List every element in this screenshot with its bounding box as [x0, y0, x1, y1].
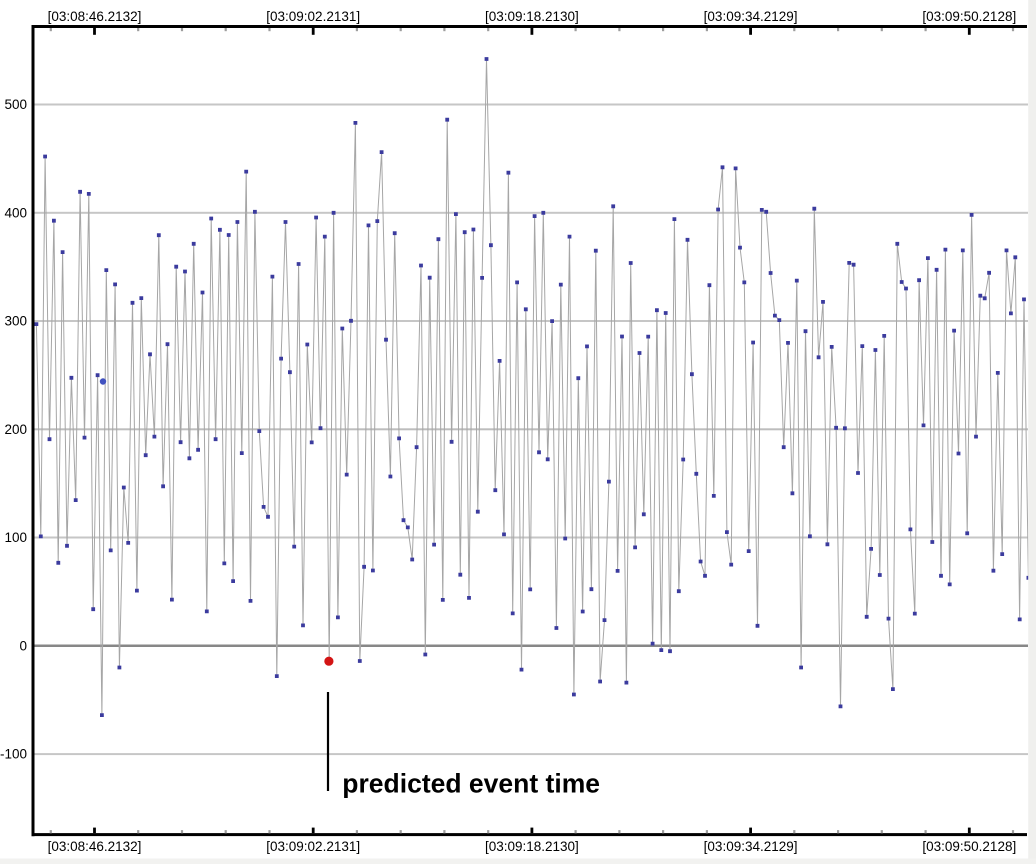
svg-text:200: 200: [4, 422, 27, 437]
svg-text:300: 300: [4, 314, 27, 329]
svg-text:-100: -100: [0, 747, 27, 762]
svg-text:[03:08:46.2132]: [03:08:46.2132]: [48, 839, 142, 854]
svg-text:[03:09:02.2131]: [03:09:02.2131]: [266, 839, 360, 854]
svg-text:0: 0: [19, 638, 27, 653]
svg-text:[03:09:18.2130]: [03:09:18.2130]: [485, 839, 579, 854]
svg-text:[03:09:02.2131]: [03:09:02.2131]: [266, 9, 360, 24]
svg-text:400: 400: [4, 205, 27, 220]
svg-text:[03:09:50.2128]: [03:09:50.2128]: [922, 839, 1016, 854]
svg-text:[03:09:50.2128]: [03:09:50.2128]: [922, 9, 1016, 24]
svg-text:100: 100: [4, 530, 27, 545]
svg-text:[03:09:34.2129]: [03:09:34.2129]: [704, 9, 798, 24]
svg-text:[03:09:34.2129]: [03:09:34.2129]: [704, 839, 798, 854]
svg-text:500: 500: [4, 97, 27, 112]
svg-text:[03:09:18.2130]: [03:09:18.2130]: [485, 9, 579, 24]
svg-text:predicted event time: predicted event time: [342, 769, 600, 799]
svg-text:[03:08:46.2132]: [03:08:46.2132]: [48, 9, 142, 24]
